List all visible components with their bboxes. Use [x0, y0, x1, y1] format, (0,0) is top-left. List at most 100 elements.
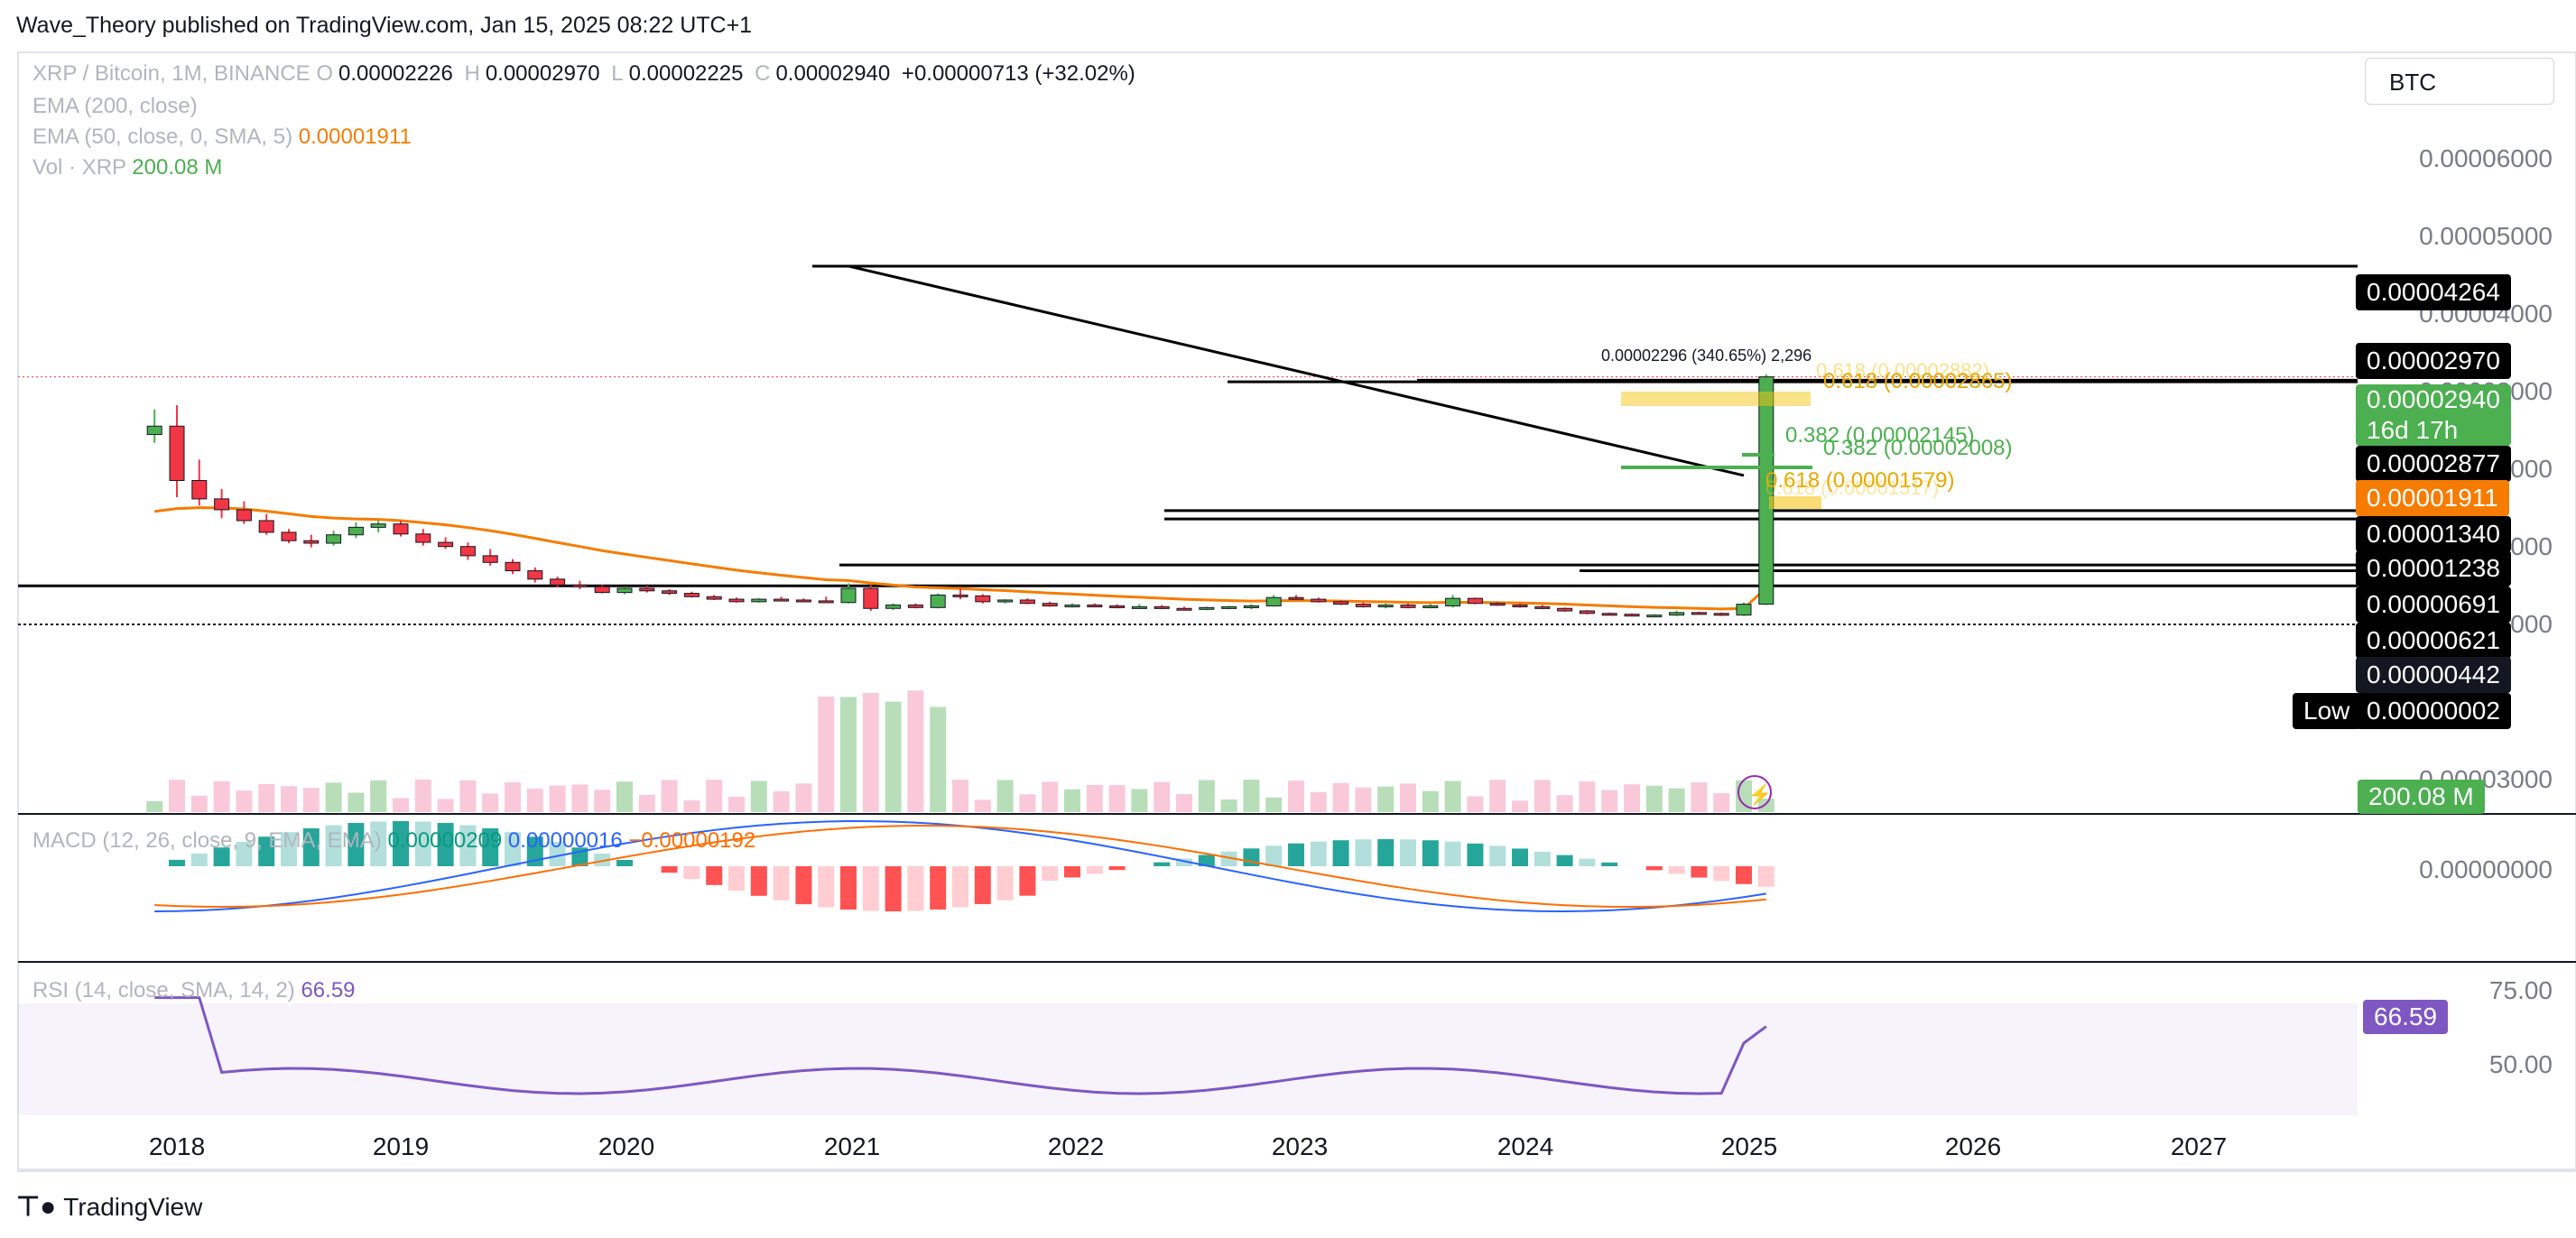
- volume-bar: [1131, 789, 1148, 812]
- price-label: 0.00004264: [2356, 274, 2511, 310]
- year-tick: 2023: [1271, 1132, 1329, 1160]
- rsi-badge: 66.59: [2363, 1000, 2449, 1034]
- candle-body: [863, 587, 879, 609]
- candle-body: [840, 587, 857, 604]
- volume-badge: 200.08 M: [2358, 780, 2485, 814]
- macd-signal-line: [154, 825, 1766, 909]
- macd-histogram-bar: [773, 866, 790, 901]
- open-value: 0.00002226: [338, 61, 453, 86]
- fib-gold-zone-lower: [1769, 496, 1821, 509]
- macd-histogram-bar: [706, 866, 723, 885]
- volume-bar: [862, 692, 879, 812]
- candle-body: [459, 546, 476, 557]
- volume-bar: [1489, 780, 1506, 812]
- candle-body: [482, 555, 498, 563]
- macd-histogram-bar: [1086, 866, 1103, 874]
- price-label: 0.00001238: [2356, 550, 2511, 587]
- volume-bar: [347, 792, 365, 812]
- macd-histogram-bar: [1176, 858, 1192, 866]
- change-value: +0.00000713 (+32.02%): [901, 61, 1135, 86]
- candle-body: [907, 605, 923, 608]
- candle-body: [393, 523, 409, 535]
- macd-histogram-bar: [661, 866, 678, 873]
- volume-bar: [1019, 794, 1036, 812]
- macd-histogram-bar: [459, 825, 477, 866]
- volume-bar: [1154, 781, 1171, 812]
- fib-618-ghost-label: 0.618 (0.00002882): [1816, 359, 1989, 382]
- candle-body: [1087, 605, 1103, 608]
- year-tick: 2025: [1720, 1132, 1778, 1160]
- volume-bar: [281, 786, 297, 812]
- ema200-legend[interactable]: EMA (200, close): [32, 94, 198, 118]
- candle-body: [281, 531, 297, 541]
- rsi-line: [154, 996, 1767, 1095]
- ema50-legend[interactable]: EMA (50, close, 0, SMA, 5): [32, 125, 293, 149]
- volume-bar: [795, 783, 812, 812]
- tv-logo-icon: ⊤●: [16, 1192, 57, 1222]
- candle-body: [1265, 596, 1282, 606]
- candle-body: [191, 480, 208, 500]
- volume-bar: [885, 701, 902, 812]
- candle-body: [1042, 603, 1058, 606]
- candle-body: [1355, 604, 1371, 607]
- rsi-tick-75: 75.00: [2488, 976, 2553, 1004]
- volume-bar: [1198, 780, 1215, 812]
- ema50-value: 0.00001911: [298, 125, 412, 149]
- volume-bar: [1176, 794, 1192, 812]
- price-tick: 0.00006000: [2419, 144, 2553, 172]
- macd-histogram-bar: [1736, 866, 1752, 884]
- macd-legend[interactable]: MACD (12, 26, close, 9, EMA, EMA): [32, 828, 382, 853]
- volume-bar: [996, 780, 1014, 812]
- candle-body: [571, 584, 588, 587]
- year-tick: 2018: [148, 1132, 206, 1160]
- volume-bar: [1668, 788, 1685, 812]
- fib-618-ghost-label-b: 0.618 (0.00001517): [1765, 476, 1939, 499]
- symbol-label[interactable]: XRP / Bitcoin, 1M, BINANCE: [32, 61, 310, 86]
- candle-body: [1221, 605, 1237, 609]
- candle-body: [1758, 376, 1774, 605]
- candle-body: [616, 587, 633, 594]
- macd-histogram-bar: [347, 823, 365, 866]
- candle-body: [169, 425, 185, 482]
- macd-histogram-bar: [1691, 866, 1708, 878]
- volume-bar: [1288, 781, 1304, 812]
- volume-bar: [1556, 795, 1573, 812]
- candle-body: [1713, 613, 1729, 616]
- tradingview-logo[interactable]: ⊤● TradingView: [16, 1191, 202, 1223]
- candle-body: [1109, 605, 1126, 608]
- close-value: 0.00002940: [775, 61, 891, 86]
- volume-bar: [236, 790, 253, 812]
- candle-body: [952, 594, 968, 597]
- candle-body: [751, 598, 767, 603]
- candle-body: [1199, 606, 1215, 610]
- volume-value: 200.08 M: [132, 155, 223, 180]
- macd-histogram-bar: [1645, 866, 1663, 871]
- macd-histogram-bar: [325, 825, 342, 866]
- year-tick: 2021: [823, 1132, 881, 1160]
- currency-selector[interactable]: BTC: [2365, 58, 2554, 105]
- candle-body: [236, 509, 252, 522]
- volume-bar: [190, 795, 208, 812]
- volume-bar: [1691, 782, 1708, 812]
- price-label: 0.00001911: [2356, 480, 2509, 516]
- candle-body: [326, 534, 342, 544]
- volume-bar: [1601, 790, 1618, 812]
- volume-legend[interactable]: Vol · XRP: [32, 155, 126, 180]
- candle-body: [1154, 605, 1170, 609]
- volume-bar: [638, 794, 655, 812]
- price-label: 0.00000691: [2356, 587, 2511, 623]
- macd-histogram-bar: [594, 853, 611, 866]
- rsi-legend[interactable]: RSI (14, close, SMA, 14, 2): [32, 978, 295, 1002]
- year-tick: 2024: [1496, 1132, 1554, 1160]
- price-label: 0.00002940 16d 17h: [2356, 384, 2511, 446]
- rsi-band: [18, 1003, 2358, 1115]
- candle-body: [1669, 612, 1685, 616]
- year-tick: 2027: [2170, 1132, 2228, 1160]
- descending-trendline: [848, 264, 1745, 477]
- candle-body: [370, 523, 386, 528]
- volume-bar: [1624, 784, 1640, 812]
- volume-bar: [594, 790, 611, 812]
- macd-histogram-bar: [907, 866, 924, 911]
- volume-bar: [1332, 782, 1349, 812]
